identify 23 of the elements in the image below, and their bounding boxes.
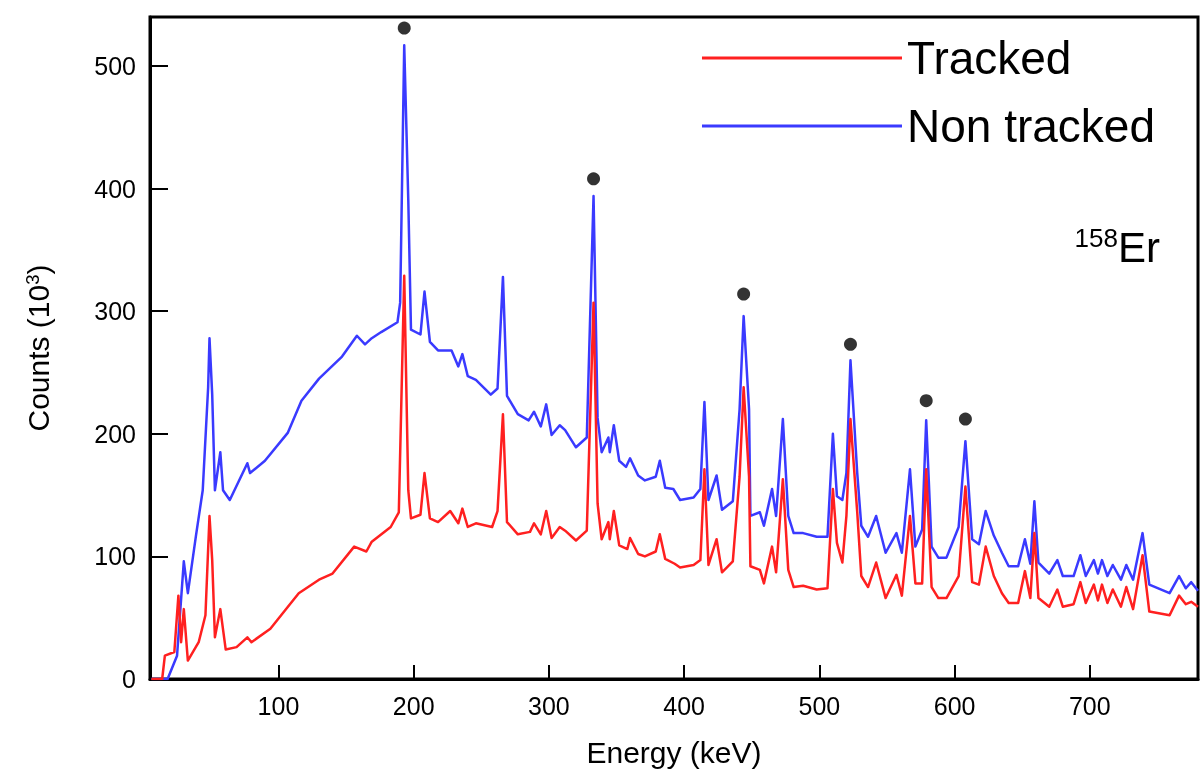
legend-label: Tracked xyxy=(906,32,1072,84)
y-tick-label: 300 xyxy=(94,297,136,326)
x-tick-label: 400 xyxy=(663,691,705,720)
y-axis-title: Counts (103) xyxy=(21,264,56,432)
x-tick-label: 300 xyxy=(528,691,570,720)
point xyxy=(843,337,857,351)
y-tick-label: 200 xyxy=(94,419,136,448)
y-tick-label: 0 xyxy=(122,665,136,693)
legend-label: Non tracked xyxy=(906,100,1155,152)
x-axis-title: Energy (keV) xyxy=(586,735,762,769)
point xyxy=(737,287,751,301)
y-tick-label: 500 xyxy=(94,52,136,81)
point xyxy=(587,172,601,186)
point xyxy=(958,412,972,426)
point xyxy=(397,21,411,35)
x-tick-label: 200 xyxy=(392,691,435,720)
y-tick-label: 400 xyxy=(94,174,136,203)
x-tick-label: 600 xyxy=(933,691,976,720)
x-tick-label: 100 xyxy=(257,691,300,720)
x-tick-label: 500 xyxy=(798,691,841,720)
y-tick-label: 100 xyxy=(94,542,136,571)
x-tick-label: 700 xyxy=(1068,691,1111,720)
point xyxy=(919,394,933,408)
